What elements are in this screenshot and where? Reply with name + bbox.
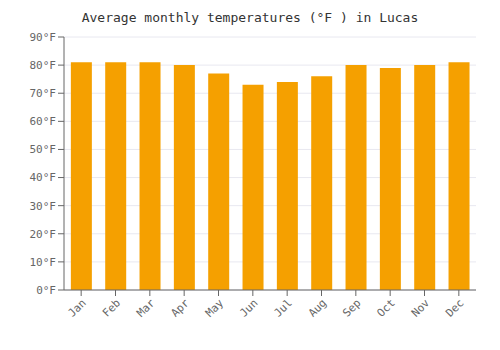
svg-text:Oct: Oct bbox=[375, 296, 398, 319]
svg-text:Sep: Sep bbox=[340, 296, 363, 319]
svg-text:Jan: Jan bbox=[66, 296, 89, 319]
svg-text:Jun: Jun bbox=[237, 296, 260, 319]
svg-text:Jul: Jul bbox=[272, 296, 295, 319]
svg-text:0°F: 0°F bbox=[36, 284, 56, 297]
html-text:Average monthly temperatures (: Average monthly temperatures (°F ) in Lu… bbox=[81, 10, 419, 25]
svg-text:50°F: 50°F bbox=[30, 143, 57, 156]
svg-text:70°F: 70°F bbox=[30, 87, 57, 100]
svg-text:Dec: Dec bbox=[443, 296, 466, 319]
svg-text:Apr: Apr bbox=[169, 296, 193, 320]
svg-text:60°F: 60°F bbox=[30, 115, 57, 128]
svg-text:80°F: 80°F bbox=[30, 59, 57, 72]
svg-text:10°F: 10°F bbox=[30, 256, 57, 269]
svg-text:Feb: Feb bbox=[100, 296, 123, 319]
svg-text:Nov: Nov bbox=[409, 296, 433, 320]
svg-text:May: May bbox=[203, 296, 227, 320]
svg-text:Mar: Mar bbox=[134, 296, 158, 320]
svg-text:40°F: 40°F bbox=[30, 171, 57, 184]
svg-text:Aug: Aug bbox=[306, 296, 329, 319]
svg-text:30°F: 30°F bbox=[30, 200, 57, 213]
svg-text:20°F: 20°F bbox=[30, 228, 57, 241]
svg-text:90°F: 90°F bbox=[30, 31, 57, 44]
